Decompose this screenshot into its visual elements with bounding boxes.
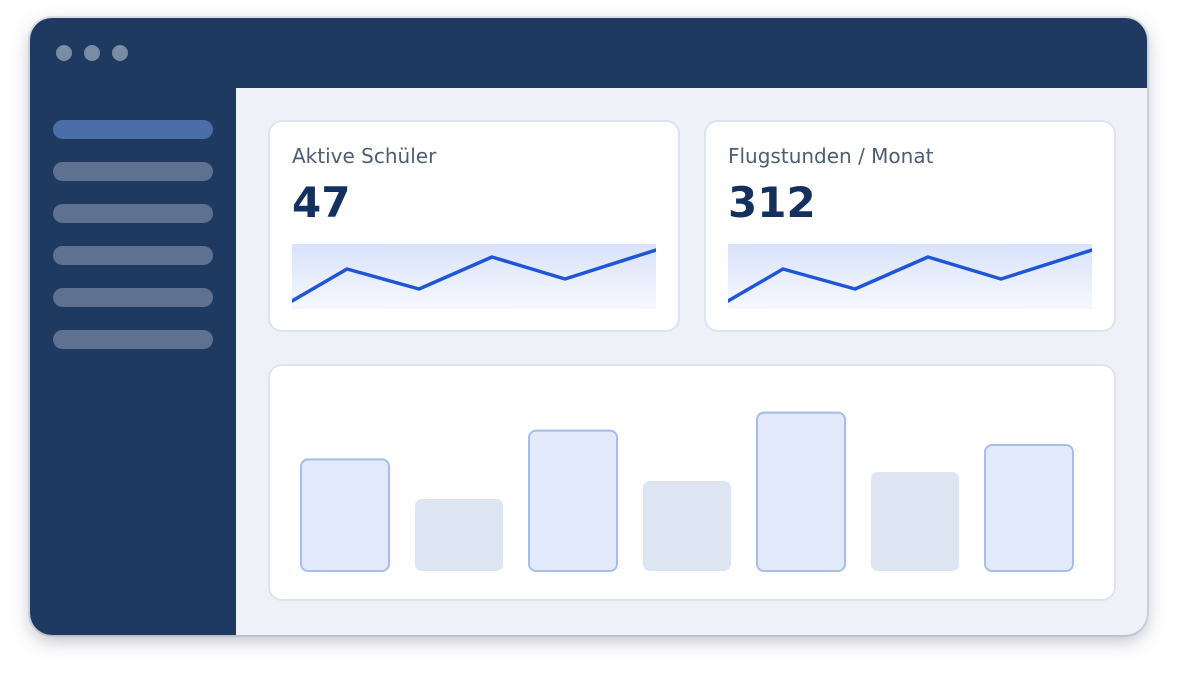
stat-card-active-students[interactable]: Aktive Schüler 47 <box>268 120 680 332</box>
card-value: 312 <box>728 178 816 227</box>
bar-1[interactable] <box>300 458 390 572</box>
sidebar-item-1[interactable] <box>53 120 213 139</box>
card-label: Aktive Schüler <box>292 144 437 168</box>
bar-chart-card[interactable] <box>268 364 1116 601</box>
sparkline-line <box>292 248 656 303</box>
sparkline-line <box>728 248 1092 303</box>
bar-4[interactable] <box>643 481 731 571</box>
card-value: 47 <box>292 178 351 227</box>
stat-card-flight-hours[interactable]: Flugstunden / Monat 312 <box>704 120 1116 332</box>
window-dot-3[interactable] <box>112 45 128 61</box>
bar-3[interactable] <box>528 429 618 572</box>
sparkline-area <box>728 244 1092 308</box>
bar-6[interactable] <box>871 472 959 571</box>
sidebar-item-2[interactable] <box>53 162 213 181</box>
sparkline-chart <box>728 244 1092 309</box>
card-label: Flugstunden / Monat <box>728 144 934 168</box>
title-bar <box>30 18 1147 88</box>
window-dot-1[interactable] <box>56 45 72 61</box>
sidebar-item-3[interactable] <box>53 204 213 223</box>
bar-chart <box>300 411 1074 572</box>
bar-5[interactable] <box>756 411 846 572</box>
bar-2[interactable] <box>415 499 503 571</box>
sidebar-item-6[interactable] <box>53 330 213 349</box>
sidebar <box>30 88 236 635</box>
window-dot-2[interactable] <box>84 45 100 61</box>
sparkline-chart <box>292 244 656 309</box>
app-window: Aktive Schüler 47 Flugstunden / Monat 31… <box>30 18 1147 635</box>
sidebar-item-5[interactable] <box>53 288 213 307</box>
bar-7[interactable] <box>984 444 1074 572</box>
sidebar-item-4[interactable] <box>53 246 213 265</box>
sparkline-area <box>292 244 656 308</box>
